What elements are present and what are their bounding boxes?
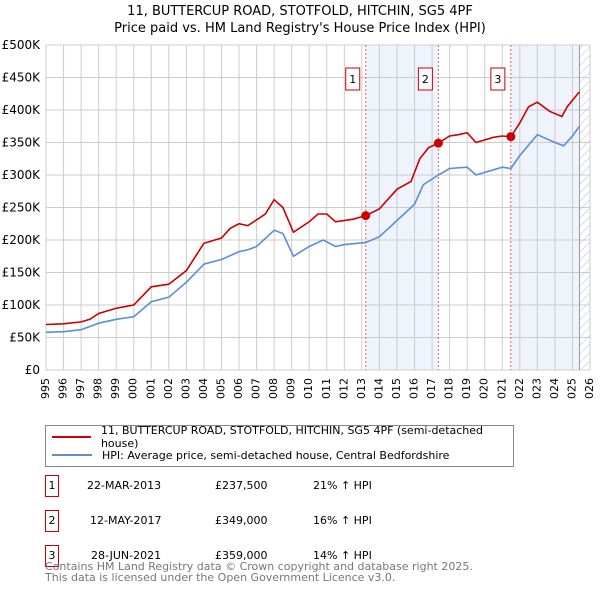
y-tick-label: £450K	[2, 71, 42, 85]
transaction-hpi: 14% ↑ HPI	[313, 549, 372, 562]
x-tick-label: 2024	[548, 378, 561, 400]
y-tick-label: £0	[25, 363, 40, 377]
x-tick-label: 2007	[250, 378, 263, 400]
transaction-badge: 3	[45, 545, 59, 567]
y-tick-label: £250K	[2, 201, 42, 215]
series-line	[45, 91, 581, 326]
transaction-date: 22-MAR-2013	[87, 479, 162, 492]
price-chart: 1995 1996 1997 1998 1999 2000 2001 2002 2003 2004…	[2, 38, 596, 400]
transaction-badge: 1	[45, 475, 59, 497]
y-tick-label: £300K	[2, 168, 42, 182]
x-tick-label: 2000	[127, 378, 140, 400]
x-tick-label: 2025	[565, 378, 578, 400]
x-tick-label: 2020	[478, 378, 491, 400]
y-tick-label: £50K	[9, 331, 41, 345]
chart-subtitle: Price paid vs. HM Land Registry's House …	[114, 21, 486, 36]
y-tick-label: £500K	[2, 38, 42, 52]
footer-copyright: Contains HM Land Registry data © Crown c…	[45, 560, 473, 573]
transaction-hpi: 16% ↑ HPI	[313, 514, 372, 527]
x-tick-label: 2001	[144, 378, 157, 400]
y-tick-label: £400K	[2, 103, 42, 117]
series-line	[45, 125, 581, 334]
x-tick-label: 2017	[425, 378, 438, 400]
x-tick-label: 2008	[267, 378, 280, 400]
x-tick-label: 2026	[583, 378, 596, 400]
x-tick-label: 1996	[57, 378, 70, 400]
transaction-badge: 2	[45, 510, 59, 532]
y-tick-label: £350K	[2, 136, 42, 150]
x-tick-label: 2009	[285, 378, 298, 400]
sale-marker-label: 3	[494, 73, 501, 86]
x-tick-label: 2005	[214, 378, 227, 400]
sale-point	[361, 211, 371, 221]
transaction-row: 2 12-MAY-2017 £349,000 16% ↑ HPI	[45, 510, 445, 532]
x-tick-label: 2016	[408, 378, 421, 400]
x-tick-label: 2013	[355, 378, 368, 400]
sale-marker-box	[345, 67, 361, 91]
x-tick-label: 1998	[92, 378, 105, 400]
x-tick-label: 2006	[232, 378, 245, 400]
transaction-row: 3 28-JUN-2021 £359,000 14% ↑ HPI	[45, 545, 445, 567]
legend-label: HPI: Average price, semi-detached house,…	[102, 448, 450, 462]
legend-item-property: 11, BUTTERCUP ROAD, STOTFOLD, HITCHIN, S…	[52, 424, 513, 450]
x-tick-label: 2015	[390, 378, 403, 400]
legend-item-hpi: HPI: Average price, semi-detached house,…	[52, 446, 449, 464]
legend-label: 11, BUTTERCUP ROAD, STOTFOLD, HITCHIN, S…	[100, 424, 484, 450]
chart-title: 11, BUTTERCUP ROAD, STOTFOLD, HITCHIN, S…	[127, 4, 473, 19]
transaction-date: 28-JUN-2021	[91, 549, 162, 562]
transaction-price: £237,500	[215, 479, 268, 492]
x-tick-label: 2018	[443, 378, 456, 400]
transaction-price: £359,000	[215, 549, 268, 562]
x-tick-label: 1997	[74, 378, 87, 400]
sale-marker-box	[417, 67, 433, 91]
sale-marker-box	[490, 67, 506, 91]
x-tick-label: 2010	[302, 378, 315, 400]
y-tick-label: £100K	[2, 298, 42, 312]
x-tick-label: 1999	[109, 378, 122, 400]
x-tick-label: 2019	[460, 378, 473, 400]
x-tick-label: 2012	[337, 378, 350, 400]
legend: 11, BUTTERCUP ROAD, STOTFOLD, HITCHIN, S…	[45, 424, 514, 467]
sale-point	[433, 138, 443, 148]
y-tick-label: £150K	[2, 266, 42, 280]
transaction-price: £349,000	[215, 514, 268, 527]
x-tick-label: 2022	[513, 378, 526, 400]
sale-point	[506, 132, 516, 142]
y-tick-label: £200K	[2, 233, 42, 247]
x-tick-label: 2003	[179, 378, 192, 400]
legend-swatch	[52, 436, 91, 438]
x-tick-label: 2004	[197, 378, 210, 400]
x-tick-label: 2021	[495, 378, 508, 400]
x-tick-label: 2002	[162, 378, 175, 400]
x-tick-label: 2011	[320, 378, 333, 400]
transaction-date: 12-MAY-2017	[90, 514, 162, 527]
sale-marker-label: 2	[422, 73, 429, 86]
transaction-row: 1 22-MAR-2013 £237,500 21% ↑ HPI	[45, 475, 445, 497]
transaction-hpi: 21% ↑ HPI	[313, 479, 372, 492]
sale-marker-label: 1	[349, 73, 356, 86]
legend-swatch	[52, 454, 92, 456]
x-tick-label: 2023	[530, 378, 543, 400]
footer-licence: This data is licensed under the Open Gov…	[45, 571, 396, 584]
x-tick-label: 2014	[372, 378, 385, 400]
x-tick-label: 1995	[39, 378, 52, 400]
